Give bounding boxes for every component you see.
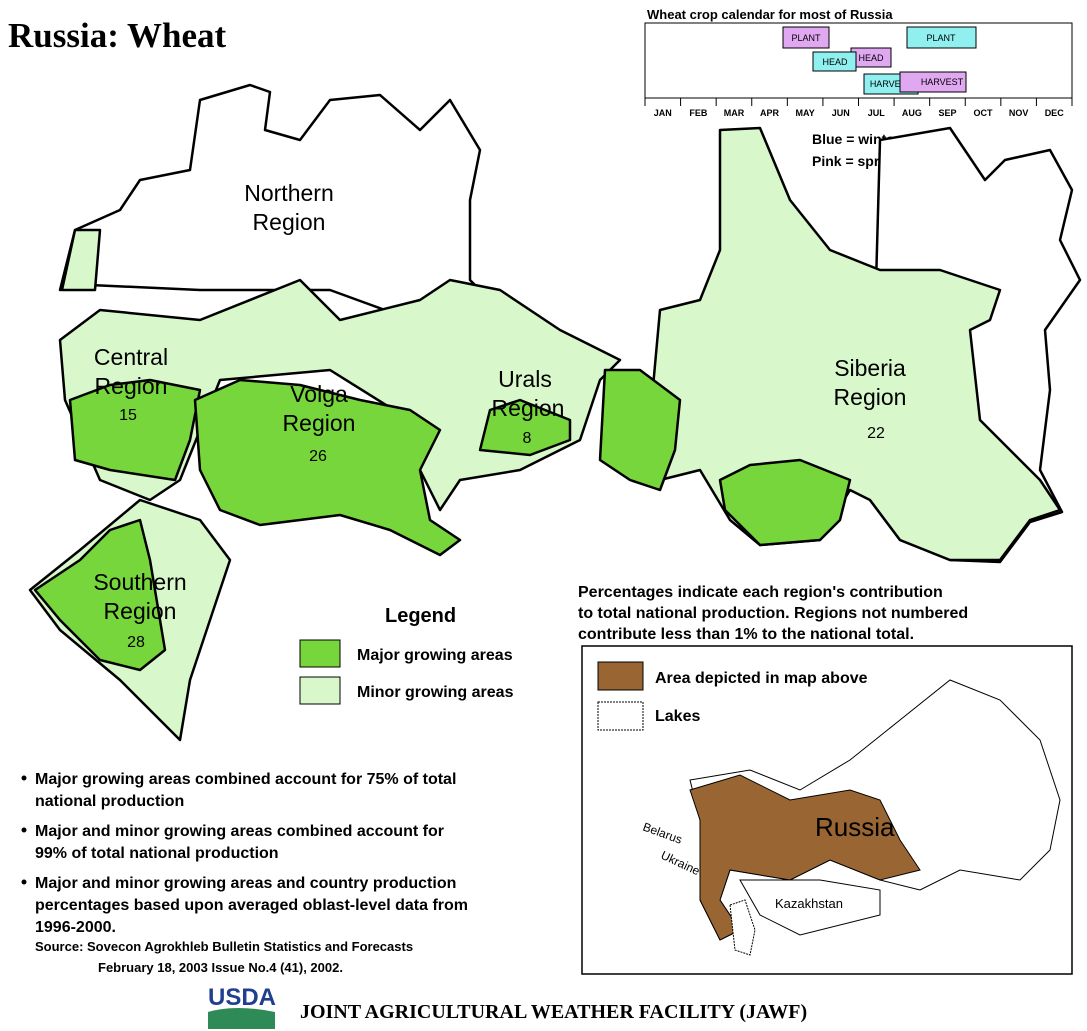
region-name: Northern xyxy=(244,180,333,206)
bullet-text: 1996-2000. xyxy=(35,919,116,936)
month-label: JAN xyxy=(654,108,672,118)
percent-note: contribute less than 1% to the national … xyxy=(578,626,914,643)
region-name: Region xyxy=(95,373,168,399)
calendar-title: Wheat crop calendar for most of Russia xyxy=(647,7,893,22)
percent-note: to total national production. Regions no… xyxy=(578,605,968,622)
month-label: DEC xyxy=(1045,108,1065,118)
bullet-text: national production xyxy=(35,793,184,810)
major-area xyxy=(478,398,572,457)
month-label: NOV xyxy=(1009,108,1029,118)
usda-logo-field xyxy=(208,1008,275,1029)
title: Russia: Wheat xyxy=(8,16,226,55)
region-name: Region xyxy=(253,209,326,235)
month-label: JUN xyxy=(832,108,850,118)
region-name: Southern xyxy=(93,569,186,595)
inset-kazakhstan xyxy=(739,879,881,936)
region-name: Volga xyxy=(290,381,348,407)
inset-legend-label: Lakes xyxy=(655,708,700,725)
month-label: APR xyxy=(760,108,780,118)
percent-note: Percentages indicate each region's contr… xyxy=(578,584,943,601)
month-label: JUL xyxy=(868,108,886,118)
bullets: Major growing areas combined account for… xyxy=(21,771,468,936)
legend-swatch xyxy=(299,639,341,668)
minor-area xyxy=(58,278,622,512)
region-value: 28 xyxy=(127,634,145,651)
legend-label: Minor growing areas xyxy=(357,684,514,701)
bullet-text: Major and minor growing areas combined a… xyxy=(35,823,444,840)
cal-bar xyxy=(906,26,977,49)
legend-title: Legend xyxy=(385,605,456,627)
cal-bar-label: HEAD xyxy=(822,57,848,67)
inset-legend-swatch xyxy=(597,701,644,731)
region-name: Urals xyxy=(498,366,552,392)
month-label: OCT xyxy=(974,108,994,118)
inset-legend-swatch xyxy=(597,661,644,691)
legend-label: Major growing areas xyxy=(357,647,513,664)
cal-bar-label: HARVEST xyxy=(870,79,913,89)
bullet-dot xyxy=(21,879,27,885)
inset-legend-label: Area depicted in map above xyxy=(655,670,868,687)
month-label: MAY xyxy=(796,108,815,118)
map xyxy=(28,83,1082,742)
cal-bar-label: HARVEST xyxy=(921,77,964,87)
region-value: 26 xyxy=(309,448,327,465)
region-value: 15 xyxy=(119,407,137,424)
bullet-dot xyxy=(21,827,27,833)
region-value: 8 xyxy=(523,430,532,447)
region-name: Siberia xyxy=(834,355,906,381)
cal-bar xyxy=(899,71,967,93)
bullet-text: percentages based upon averaged oblast-l… xyxy=(35,897,468,914)
bullet-text: 99% of total national production xyxy=(35,845,279,862)
legend-swatch xyxy=(299,676,341,705)
inset-lake xyxy=(729,899,756,956)
major-area xyxy=(193,378,462,557)
minor-area xyxy=(60,228,102,292)
cal-bar-label: PLANT xyxy=(791,33,821,43)
inset-label: Kazakhstan xyxy=(775,896,843,911)
region-name: Region xyxy=(104,598,177,624)
month-label: FEB xyxy=(689,108,708,118)
major-area xyxy=(598,368,682,492)
region-name: Region xyxy=(492,395,565,421)
cal-bar xyxy=(812,51,857,72)
month-label: AUG xyxy=(902,108,922,118)
cal-bar-label: PLANT xyxy=(926,33,956,43)
footer-agency: JOINT AGRICULTURAL WEATHER FACILITY (JAW… xyxy=(300,1001,807,1023)
bullet-text: Major growing areas combined account for… xyxy=(35,771,456,788)
major-area xyxy=(33,518,167,672)
bullet-text: Major and minor growing areas and countr… xyxy=(35,875,456,892)
usda-logo: USDA xyxy=(208,984,276,1011)
month-label: SEP xyxy=(938,108,956,118)
major-area xyxy=(718,458,852,547)
inset-label: Russia xyxy=(815,812,895,842)
region-value: 22 xyxy=(867,425,885,442)
cal-bar xyxy=(782,26,830,49)
calendar-bars: PLANT PLANT HEAD HEAD HARVEST HARVEST xyxy=(782,26,977,95)
source: February 18, 2003 Issue No.4 (41), 2002. xyxy=(98,960,343,975)
major-area xyxy=(68,378,202,482)
cal-bar-label: HEAD xyxy=(858,53,884,63)
bullet-dot xyxy=(21,775,27,781)
region-name: Region xyxy=(834,384,907,410)
calendar-months: JAN FEB MAR APR MAY JUN JUL AUG SEP OCT NOV DEC xyxy=(644,98,1073,118)
region-name: Central xyxy=(94,344,168,370)
region-name: Region xyxy=(283,410,356,436)
source: Source: Sovecon Agrokhleb Bulletin Stati… xyxy=(35,939,413,954)
month-label: MAR xyxy=(724,108,745,118)
